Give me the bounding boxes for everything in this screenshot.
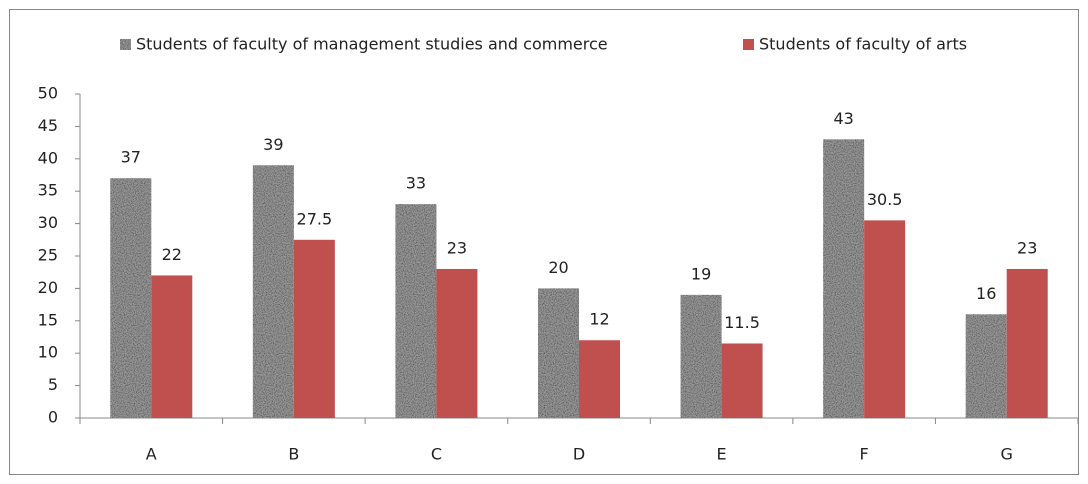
y-tick-label: 10 <box>38 343 58 362</box>
value-label: 22 <box>162 245 182 264</box>
bar <box>436 268 478 418</box>
value-label: 39 <box>263 135 283 154</box>
y-tick-label: 35 <box>38 181 58 200</box>
legend-swatch <box>120 39 131 50</box>
y-tick-label: 40 <box>38 148 58 167</box>
y-tick-label: 20 <box>38 278 58 297</box>
bar <box>965 314 1007 418</box>
x-tick-label: F <box>860 445 869 464</box>
bar <box>721 343 763 418</box>
bar <box>395 204 437 418</box>
y-tick-label: 5 <box>48 375 58 394</box>
bar <box>538 288 579 418</box>
value-label: 19 <box>691 264 711 283</box>
value-label: 33 <box>406 174 426 193</box>
bar <box>151 275 193 418</box>
value-label: 11.5 <box>724 313 760 332</box>
legend-swatch <box>743 39 754 50</box>
y-tick-label: 50 <box>38 84 58 103</box>
x-tick-label: E <box>717 445 727 464</box>
value-label: 37 <box>121 148 141 167</box>
y-tick-label: 0 <box>48 408 58 427</box>
bar <box>680 294 722 418</box>
x-tick-label: D <box>573 445 585 464</box>
value-label: 43 <box>833 109 853 128</box>
y-tick-label: 30 <box>38 213 58 232</box>
x-tick-label: G <box>1001 445 1013 464</box>
legend-label: Students of faculty of management studie… <box>136 35 608 54</box>
bar <box>823 139 865 419</box>
x-tick-label: A <box>146 445 157 464</box>
bar <box>579 340 620 418</box>
value-label: 30.5 <box>867 190 903 209</box>
bar <box>110 178 152 418</box>
bar <box>252 165 294 418</box>
y-tick-label: 45 <box>38 116 58 135</box>
legend-label: Students of faculty of arts <box>759 35 967 54</box>
bar <box>293 239 335 418</box>
y-tick-label: 25 <box>38 246 58 265</box>
bar <box>1006 268 1048 418</box>
y-tick-label: 15 <box>38 310 58 329</box>
x-tick-label: C <box>431 445 442 464</box>
value-label: 16 <box>976 284 996 303</box>
bar <box>864 220 906 418</box>
value-label: 20 <box>548 258 568 277</box>
value-label: 23 <box>447 238 467 257</box>
value-label: 12 <box>589 310 609 329</box>
x-tick-label: B <box>288 445 299 464</box>
value-label: 27.5 <box>297 209 333 228</box>
value-label: 23 <box>1017 238 1037 257</box>
